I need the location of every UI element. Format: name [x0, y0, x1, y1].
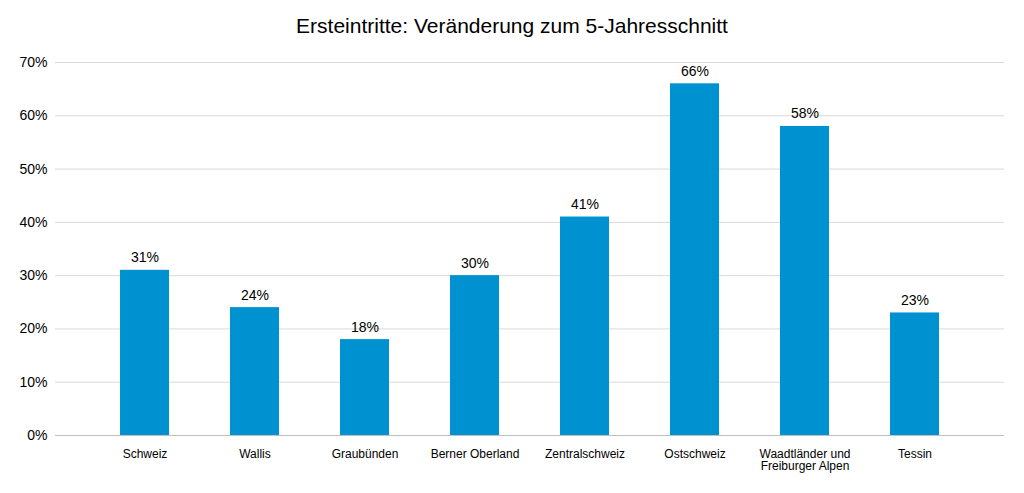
svg-text:Ostschweiz: Ostschweiz	[664, 447, 725, 461]
svg-text:60%: 60%	[19, 107, 47, 123]
svg-text:10%: 10%	[19, 374, 47, 390]
svg-text:30%: 30%	[461, 255, 489, 271]
svg-text:66%: 66%	[681, 63, 709, 79]
svg-text:31%: 31%	[131, 249, 159, 265]
svg-text:24%: 24%	[241, 287, 269, 303]
svg-text:Schweiz: Schweiz	[123, 447, 168, 461]
svg-text:0%: 0%	[27, 427, 47, 443]
svg-text:Wallis: Wallis	[239, 447, 271, 461]
svg-text:40%: 40%	[19, 214, 47, 230]
svg-text:30%: 30%	[19, 267, 47, 283]
html-text:Ersteintritte: Veränderung zum: Ersteintritte: Veränderung zum 5-Jahress…	[296, 14, 728, 37]
svg-text:Waadtländer undFreiburger Alpe: Waadtländer undFreiburger Alpen	[760, 447, 851, 473]
svg-text:Graubünden: Graubünden	[332, 447, 399, 461]
svg-text:Tessin: Tessin	[898, 447, 932, 461]
svg-text:70%: 70%	[19, 54, 47, 70]
svg-text:41%: 41%	[571, 196, 599, 212]
svg-text:18%: 18%	[351, 319, 379, 335]
svg-text:58%: 58%	[791, 105, 819, 121]
svg-text:Zentralschweiz: Zentralschweiz	[545, 447, 625, 461]
svg-text:50%: 50%	[19, 161, 47, 177]
svg-text:23%: 23%	[901, 292, 929, 308]
svg-text:20%: 20%	[19, 320, 47, 336]
svg-text:Berner Oberland: Berner Oberland	[431, 447, 520, 461]
